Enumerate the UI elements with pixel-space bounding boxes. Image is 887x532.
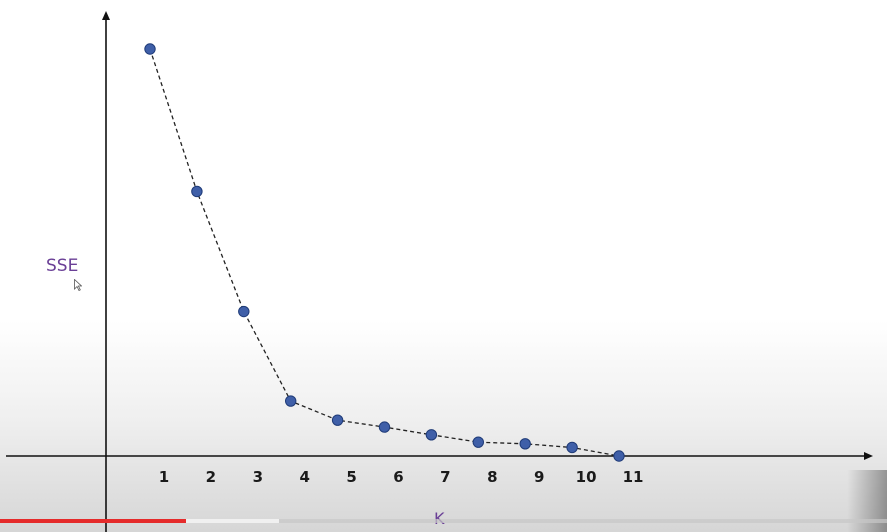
x-tick-label: 3 bbox=[253, 468, 263, 486]
x-tick-label: 4 bbox=[299, 468, 309, 486]
x-tick-label: 11 bbox=[623, 468, 644, 486]
data-points bbox=[144, 43, 625, 462]
data-point-k10 bbox=[566, 441, 578, 454]
data-point-k5 bbox=[331, 414, 344, 426]
x-tick-label: 6 bbox=[393, 468, 403, 486]
data-point-k6 bbox=[378, 421, 391, 433]
x-tick-label: 10 bbox=[576, 468, 597, 486]
data-point-k11 bbox=[613, 450, 625, 462]
x-axis-arrow-icon bbox=[864, 452, 873, 460]
data-point-k1 bbox=[144, 43, 156, 55]
data-point-k9 bbox=[519, 438, 531, 450]
video-progress-bar[interactable] bbox=[0, 519, 887, 523]
data-point-k7 bbox=[425, 429, 438, 441]
data-point-k3 bbox=[238, 305, 250, 318]
data-point-k4 bbox=[285, 395, 297, 407]
x-tick-label: 8 bbox=[487, 468, 497, 486]
x-tick-labels: 1 2 3 4 5 6 7 8 9 10 11 bbox=[159, 468, 644, 486]
mouse-cursor-icon bbox=[74, 279, 82, 291]
x-tick-label: 9 bbox=[534, 468, 544, 486]
axes bbox=[6, 11, 873, 532]
y-axis-label: SSE bbox=[46, 256, 78, 276]
series-line bbox=[149, 48, 620, 457]
x-tick-label: 7 bbox=[440, 468, 450, 486]
data-point-k2 bbox=[191, 185, 203, 198]
x-tick-label: 2 bbox=[206, 468, 216, 486]
x-axis-label: K bbox=[434, 509, 445, 528]
x-tick-label: 1 bbox=[159, 468, 169, 486]
y-axis-arrow-icon bbox=[102, 11, 110, 20]
video-played-bar bbox=[0, 519, 187, 523]
data-point-k8 bbox=[472, 436, 484, 448]
x-tick-label: 5 bbox=[346, 468, 356, 486]
